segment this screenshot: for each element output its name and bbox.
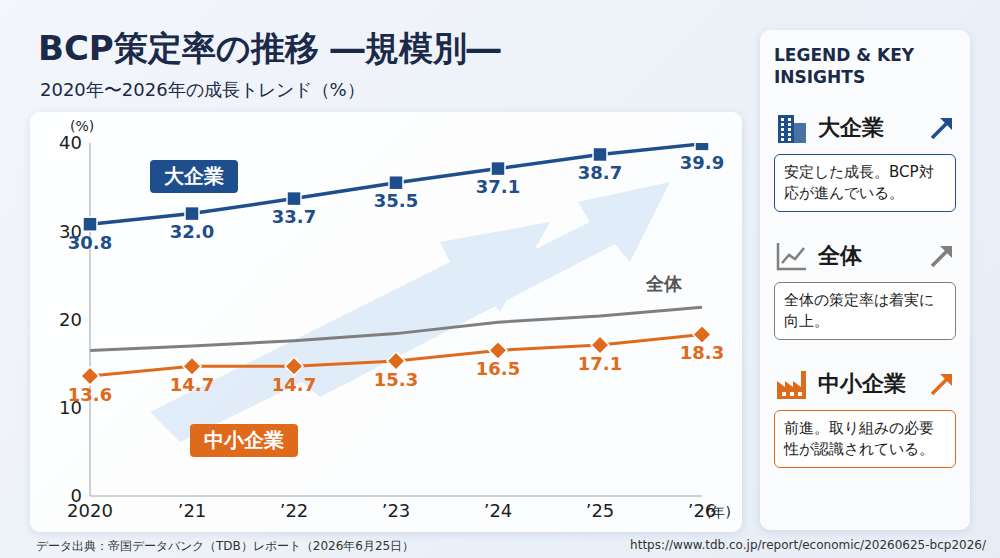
svg-text:’25: ’25: [586, 500, 615, 521]
svg-text:’24: ’24: [484, 500, 513, 521]
svg-text:33.7: 33.7: [272, 206, 316, 227]
svg-text:16.5: 16.5: [476, 358, 520, 379]
svg-text:15.3: 15.3: [374, 369, 418, 390]
svg-text:’23: ’23: [382, 500, 411, 521]
svg-text:18.3: 18.3: [680, 342, 724, 363]
svg-text:30.8: 30.8: [68, 232, 112, 253]
svg-text:32.0: 32.0: [170, 221, 214, 242]
svg-text:37.1: 37.1: [476, 176, 520, 197]
svg-text:17.1: 17.1: [578, 353, 622, 374]
svg-text:40: 40: [59, 132, 82, 153]
svg-text:’21: ’21: [178, 500, 207, 521]
svg-text:38.7: 38.7: [578, 162, 622, 183]
svg-text:13.6: 13.6: [68, 384, 112, 405]
svg-text:35.5: 35.5: [374, 190, 418, 211]
svg-text:39.9: 39.9: [680, 152, 724, 173]
svg-text:14.7: 14.7: [272, 374, 316, 395]
svg-text:14.7: 14.7: [170, 374, 214, 395]
svg-text:’22: ’22: [280, 500, 309, 521]
svg-text:20: 20: [59, 309, 82, 330]
svg-text:0: 0: [71, 485, 82, 506]
